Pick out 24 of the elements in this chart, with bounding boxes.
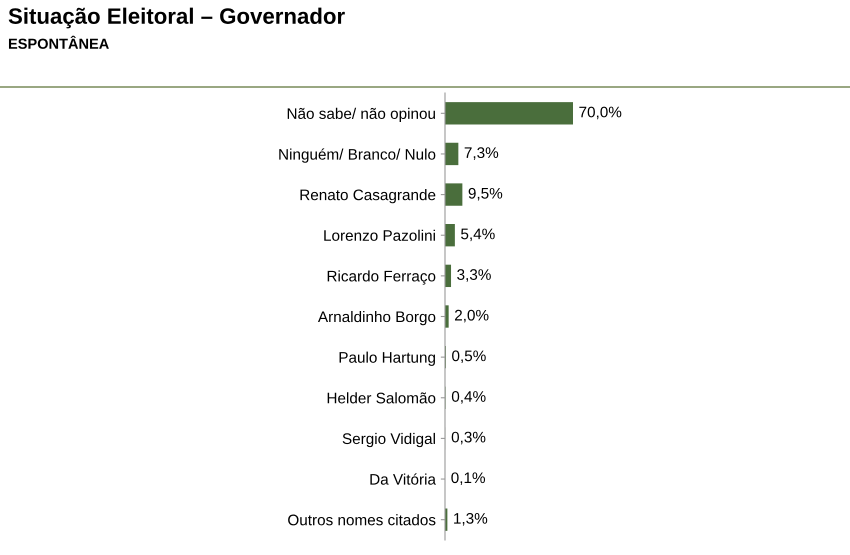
data-label: 0,3% (452, 432, 486, 444)
data-label: 70,0% (579, 106, 622, 120)
y-tick-label: Lorenzo Pazolini (324, 230, 435, 241)
text: ESPONTÂNEA (8, 36, 109, 49)
y-tick-label: Sergio Vidigal (342, 432, 435, 448)
y-tick-label: Ninguém/ Branco/ Nulo (279, 148, 436, 163)
y-tick-label: Arnaldinho Borgo (318, 310, 436, 326)
y-tick-label: Da Vitória (370, 473, 436, 485)
data-label: 0,5% (452, 350, 486, 364)
data-label: 5,4% (461, 228, 495, 242)
data-label: 2,0% (454, 310, 488, 322)
data-label: 7,3% (464, 147, 498, 160)
text: Situação Eleitoral – Governador (8, 8, 345, 28)
y-tick-label: Helder Salomão (328, 392, 436, 404)
data-label: 0,4% (452, 391, 486, 404)
data-label: 3,3% (457, 269, 491, 282)
data-label: 0,1% (451, 472, 486, 485)
y-tick-label: Ricardo Ferraço (328, 270, 436, 285)
data-label: 1,3% (454, 512, 488, 526)
y-tick-label: Renato Casagrande (300, 189, 436, 204)
data-label: 9,5% (468, 188, 502, 200)
y-tick-label: Outros nomes citados (288, 514, 436, 526)
y-tick-label: Paulo Hartung (340, 352, 435, 366)
y-tick-label: Não sabe/ não opinou (288, 108, 435, 122)
